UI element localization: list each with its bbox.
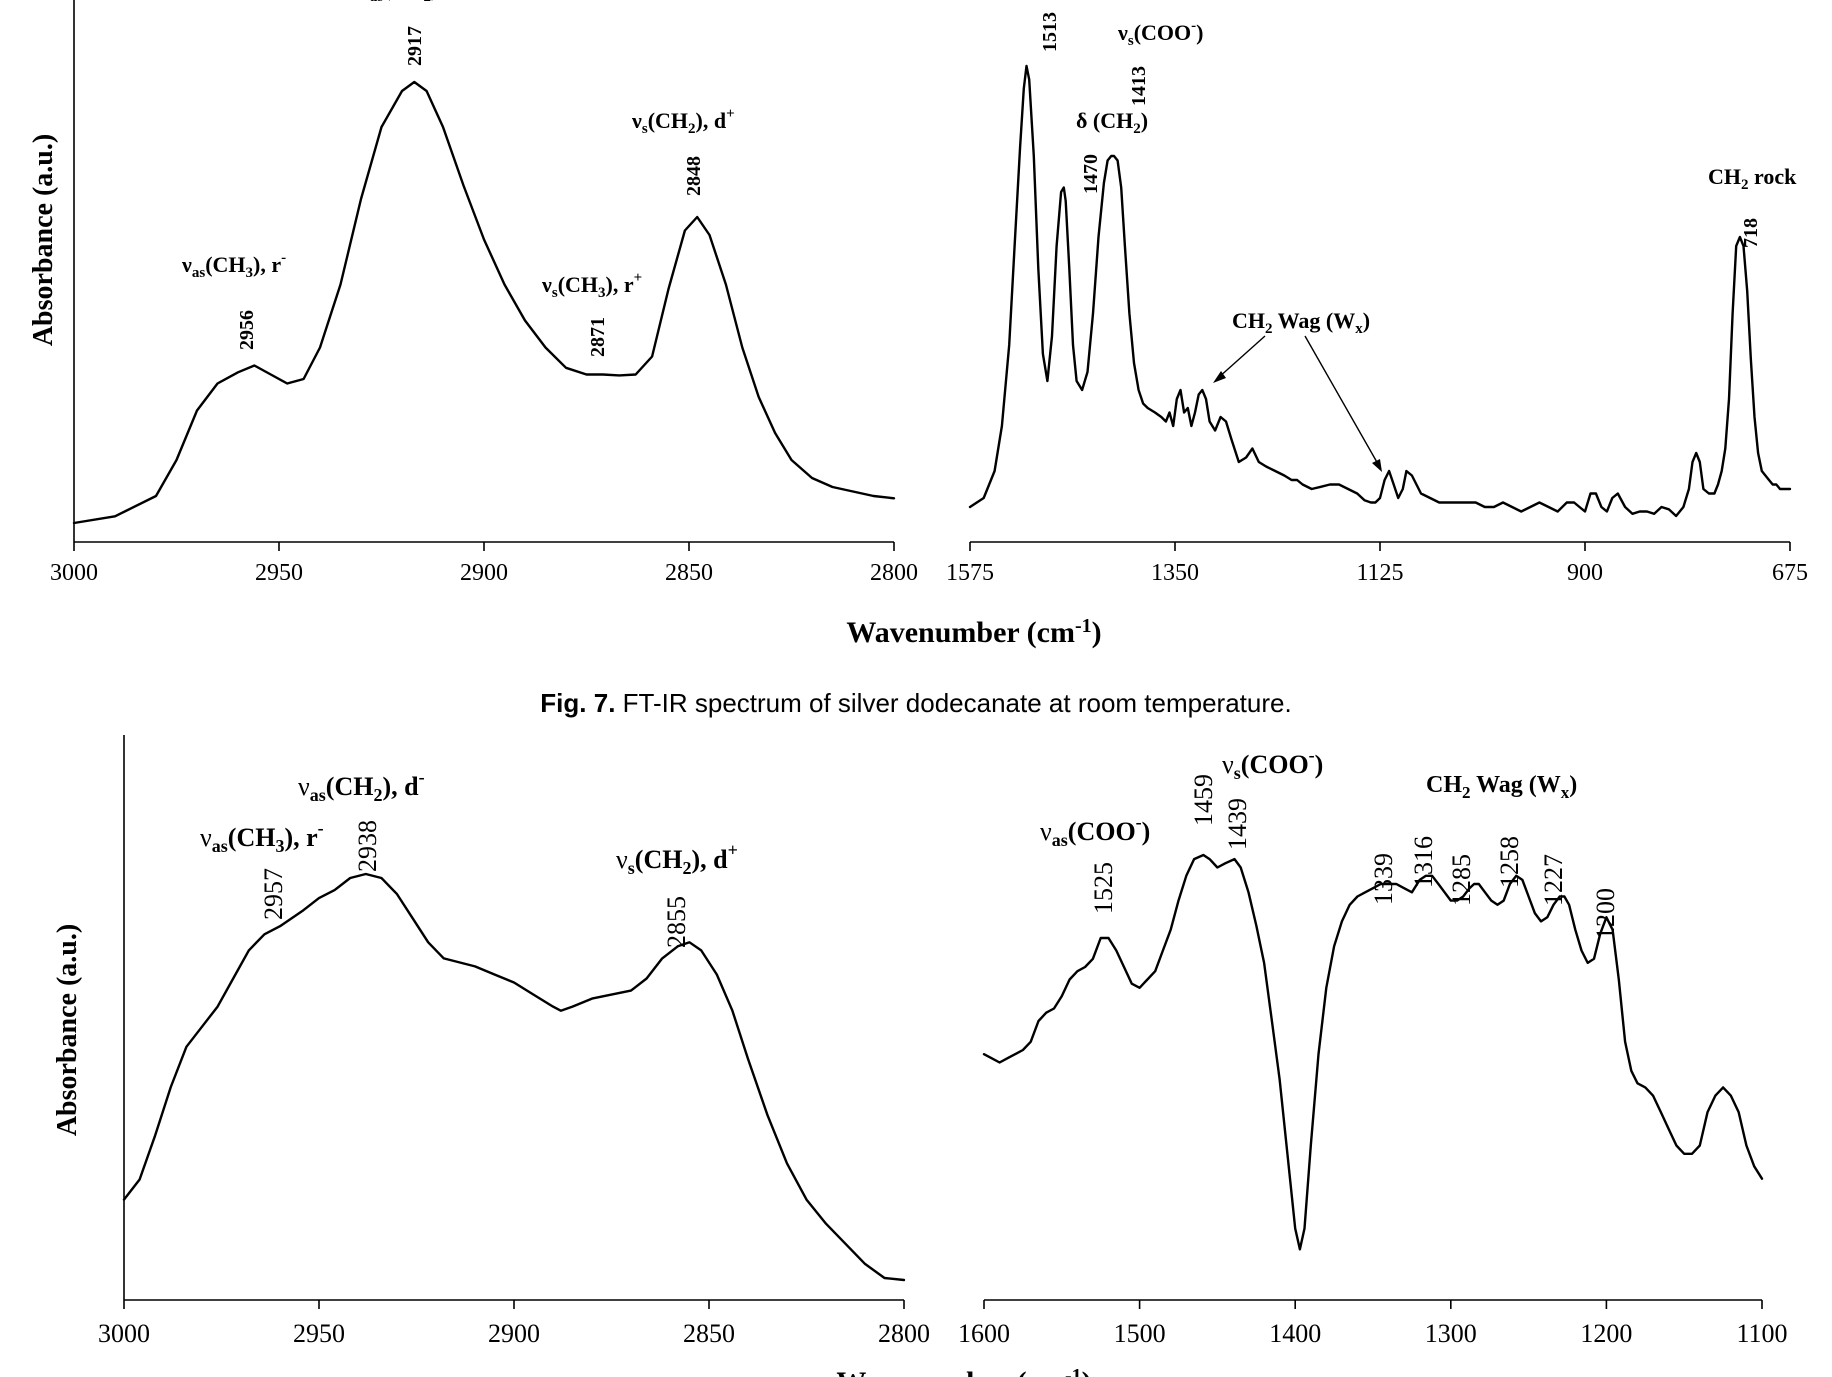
br-label-1316: 1316 bbox=[1409, 836, 1438, 888]
br-label-1258: 1258 bbox=[1495, 836, 1524, 888]
tr-label-1413: 1413 bbox=[1128, 66, 1150, 106]
br-label-1285: 1285 bbox=[1447, 854, 1476, 906]
svg-text:νas(CH3), r-: νas(CH3), r- bbox=[181, 250, 286, 281]
svg-text:δ (CH2): δ (CH2) bbox=[1076, 108, 1148, 137]
figure-caption: Fig. 7. FT-IR spectrum of silver dodecan… bbox=[540, 688, 1291, 718]
x-tick-label-900: 900 bbox=[1567, 560, 1603, 586]
wag-arrowhead-left bbox=[1213, 371, 1226, 383]
br-label-1339: 1339 bbox=[1369, 853, 1398, 905]
tr-label-1513: 1513 bbox=[1039, 12, 1061, 52]
svg-text:νs(CH2), d+: νs(CH2), d+ bbox=[631, 106, 735, 137]
annot-ch2-wag: CH2 Wag (Wx) bbox=[1426, 772, 1577, 802]
br-label-1459: 1459 bbox=[1189, 774, 1218, 826]
wag-arrow-left bbox=[1217, 335, 1266, 379]
top-right-x-ticks: 1575 1350 1125 900 675 bbox=[946, 542, 1808, 586]
svg-text:νs(CH2), d+: νs(CH2), d+ bbox=[616, 840, 738, 878]
svg-text:νas(CH3), r-: νas(CH3), r- bbox=[200, 818, 324, 856]
br-label-1439: 1439 bbox=[1223, 798, 1252, 850]
bl-label-2938: 2938 bbox=[353, 820, 382, 872]
tr-label-718: 718 bbox=[1740, 218, 1762, 248]
x-tick-label-1100: 1100 bbox=[1736, 1319, 1787, 1348]
bl-label-2957: 2957 bbox=[259, 868, 288, 920]
annot-nu-s-ch2-d-plus: νs(CH2), d+ 2855 bbox=[616, 840, 738, 948]
annot-1513: 1513 bbox=[1039, 12, 1061, 52]
tl-label-2956: 2956 bbox=[236, 310, 258, 350]
br-label-1227: 1227 bbox=[1539, 854, 1568, 906]
svg-text:νs(COO-): νs(COO-) bbox=[1222, 745, 1323, 783]
svg-text:νas(CH2), d: νas(CH2), d bbox=[359, 0, 462, 5]
annot-1200: 1200 bbox=[1591, 888, 1620, 940]
top-left-x-ticks: 3000 2950 2900 2850 2800 bbox=[50, 542, 918, 586]
bottom-right-x-ticks: 1600 1500 1400 1300 1200 1100 bbox=[958, 1300, 1788, 1348]
x-tick-label-1300: 1300 bbox=[1425, 1319, 1477, 1348]
br-label-1525: 1525 bbox=[1089, 862, 1118, 914]
annot-nu-s-coo: νs(COO-) 1439 bbox=[1222, 745, 1323, 850]
annot-ch2-rock: CH2 rock 718 bbox=[1708, 164, 1797, 248]
svg-text:CH2 Wag (Wx): CH2 Wag (Wx) bbox=[1232, 308, 1370, 337]
annot-nu-as-ch2-d-minus: νas(CH2), d- 2938 bbox=[298, 767, 425, 872]
annot-nu-as-coo: νas(COO-) 1525 bbox=[1040, 812, 1150, 914]
tl-label-2848: 2848 bbox=[683, 156, 705, 196]
x-tick-label-1125: 1125 bbox=[1356, 560, 1403, 586]
annot-ch2-wag: CH2 Wag (Wx) bbox=[1213, 308, 1382, 472]
x-tick-label-1600: 1600 bbox=[958, 1319, 1010, 1348]
x-tick-label-675: 675 bbox=[1772, 560, 1808, 586]
svg-text:νs(CH3), r+: νs(CH3), r+ bbox=[541, 270, 642, 301]
wag-arrowhead-right bbox=[1372, 459, 1382, 472]
top-x-axis-label: Wavenumber (cm-1) bbox=[846, 615, 1101, 649]
x-tick-label-2950: 2950 bbox=[293, 1319, 345, 1348]
svg-text:CH2 Wag (Wx): CH2 Wag (Wx) bbox=[1426, 772, 1577, 802]
bottom-left-x-ticks: 3000 2950 2900 2850 2800 bbox=[98, 1300, 930, 1348]
svg-text:νas(CH2), d-: νas(CH2), d- bbox=[298, 767, 425, 805]
bottom-left-series-line bbox=[122, 872, 906, 1282]
annot-nu-s-ch3-r-plus: νs(CH3), r+ 2871 bbox=[541, 270, 642, 357]
tl-label-2917: 2917 bbox=[404, 26, 426, 66]
annot-nu-s-ch2-d-plus: νs(CH2), d+ 2848 bbox=[631, 106, 735, 196]
bottom-right-panel: 1600 1500 1400 1300 1200 1100 νas(COO-) 1525 … bbox=[958, 745, 1788, 1348]
x-tick-label-1575: 1575 bbox=[946, 560, 994, 586]
top-left-series-line bbox=[72, 80, 896, 525]
svg-text:νs(COO-): νs(COO-) bbox=[1117, 18, 1203, 49]
annot-nu-as-ch2-d-minus: νas(CH2), d 2917 bbox=[359, 0, 462, 66]
annot-nu-as-ch3-r-minus: νas(CH3), r- 2956 bbox=[181, 250, 286, 350]
x-tick-label-1500: 1500 bbox=[1114, 1319, 1166, 1348]
annot-delta-ch2: δ (CH2) 1470 bbox=[1076, 108, 1148, 194]
annot-1459: 1459 bbox=[1189, 774, 1218, 826]
bottom-left-panel: 3000 2950 2900 2850 2800 Absorbance (a.u.) ν… bbox=[52, 735, 930, 1348]
top-left-y-axis-label: Absorbance (a.u.) bbox=[28, 134, 59, 346]
annot-1227: 1227 bbox=[1539, 854, 1568, 906]
annot-1316: 1316 bbox=[1409, 836, 1438, 888]
svg-text:νas(COO-): νas(COO-) bbox=[1040, 812, 1150, 850]
top-right-series-line bbox=[968, 64, 1792, 518]
x-tick-label-2900: 2900 bbox=[488, 1319, 540, 1348]
x-tick-label-2850: 2850 bbox=[683, 1319, 735, 1348]
bottom-left-y-axis-label: Absorbance (a.u.) bbox=[52, 924, 83, 1136]
x-tick-label-1350: 1350 bbox=[1151, 560, 1199, 586]
annot-1285: 1285 bbox=[1447, 854, 1476, 906]
bottom-x-axis-label: Wavenumber (cm-1) bbox=[836, 1365, 1091, 1377]
top-left-panel: 3000 2950 2900 2850 2800 Absorbance (a.u.) ν… bbox=[28, 0, 918, 586]
tr-label-1470: 1470 bbox=[1080, 154, 1102, 194]
x-tick-label-2900: 2900 bbox=[460, 560, 508, 586]
annot-nu-as-ch3-r-minus: νas(CH3), r- 2957 bbox=[200, 818, 324, 920]
x-tick-label-1200: 1200 bbox=[1580, 1319, 1632, 1348]
x-tick-label-3000: 3000 bbox=[50, 560, 98, 586]
wag-arrow-right bbox=[1304, 335, 1379, 465]
annot-1339: 1339 bbox=[1369, 853, 1398, 905]
x-tick-label-3000: 3000 bbox=[98, 1319, 150, 1348]
annot-1258: 1258 bbox=[1495, 836, 1524, 888]
br-label-1200: 1200 bbox=[1591, 888, 1620, 940]
svg-text:CH2 rock: CH2 rock bbox=[1708, 164, 1797, 193]
x-tick-label-2800: 2800 bbox=[870, 560, 918, 586]
tl-label-2871: 2871 bbox=[587, 317, 609, 357]
annot-nu-s-coo: νs(COO-) 1413 bbox=[1117, 18, 1203, 106]
x-tick-label-2850: 2850 bbox=[665, 560, 713, 586]
x-tick-label-2800: 2800 bbox=[878, 1319, 930, 1348]
top-right-panel: 1575 1350 1125 900 675 1513 νs(COO-) 1413 δ … bbox=[946, 12, 1808, 586]
x-tick-label-2950: 2950 bbox=[255, 560, 303, 586]
x-tick-label-1400: 1400 bbox=[1269, 1319, 1321, 1348]
bl-label-2855: 2855 bbox=[662, 896, 691, 948]
bottom-right-series-line bbox=[982, 853, 1764, 1251]
